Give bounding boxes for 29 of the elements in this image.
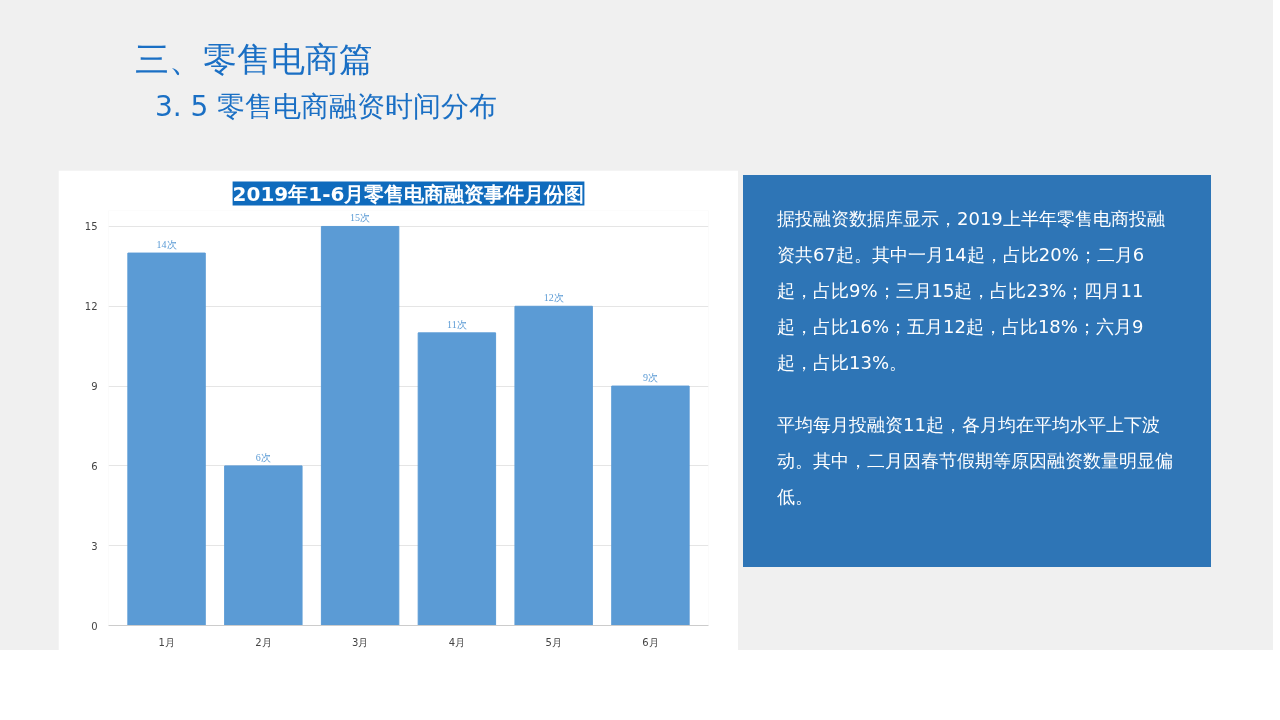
x-tick-label: 6月 [642, 636, 659, 648]
bar [417, 332, 497, 626]
text: 平均每月投融资11起，各月均在平均水平上下波动。其中，二月因春节假期等原因融资数量明显偏低。 [777, 413, 1174, 509]
x-tick-label: 4月 [448, 636, 466, 648]
y-tick-label: 12 [84, 301, 98, 313]
data-label: 12次 [543, 292, 564, 304]
x-tick-label: 1月 [158, 636, 175, 648]
data-label: 11次 [447, 318, 467, 330]
data-label: 9次 [642, 372, 658, 384]
y-tick-label: 15 [84, 221, 98, 233]
bar [320, 225, 400, 626]
chart-title: 2019年1-6月零售电商融资事件月份图 [232, 181, 585, 206]
x-tick-label: 3月 [351, 636, 369, 648]
data-label: 6次 [255, 451, 271, 463]
bar [127, 252, 206, 626]
text: 3. 5 零售电商融资时间分布 [155, 89, 498, 125]
x-tick-label: 2月 [255, 636, 272, 648]
text: 三、零售电商篇 [135, 38, 374, 81]
y-tick-label: 3 [91, 540, 98, 552]
y-tick-label: 6 [91, 460, 98, 472]
x-tick-label: 5月 [545, 636, 562, 648]
bar [611, 385, 690, 626]
bar [514, 305, 593, 626]
bar [224, 465, 303, 626]
y-tick-label: 9 [91, 381, 98, 393]
text: 据投融资数据库显示，2019上半年零售电商投融资共67起。其中一月14起，占比20%；二月6起，占比9%；三月15起，占比23%；四月11起，占比16%；五月12起，占比18%；六月9起，占比13%。 [777, 207, 1166, 375]
y-tick-label: 0 [91, 620, 98, 632]
data-label: 15次 [350, 212, 371, 224]
data-label: 14次 [156, 239, 177, 251]
